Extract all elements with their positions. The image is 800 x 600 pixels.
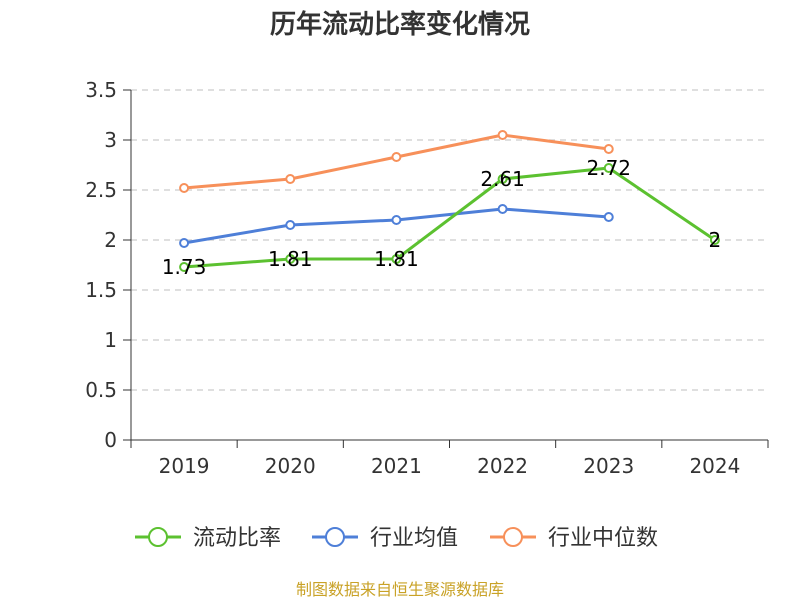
y-tick-label: 0 — [104, 428, 117, 452]
x-tick-label: 2021 — [371, 454, 422, 478]
data-point — [497, 204, 508, 214]
data-point — [179, 183, 190, 193]
data-point — [497, 174, 508, 184]
source-note: 制图数据来自恒生聚源数据库 — [296, 580, 504, 599]
series-line — [183, 166, 716, 269]
data-point — [391, 215, 402, 225]
x-tick-label: 2023 — [583, 454, 634, 478]
legend-marker — [325, 527, 345, 547]
legend-marker — [148, 527, 168, 547]
y-tick-label: 0.5 — [85, 378, 117, 402]
data-point — [603, 212, 614, 222]
data-point — [179, 262, 190, 272]
x-tick-label: 2024 — [689, 454, 740, 478]
y-tick-label: 3.5 — [85, 78, 117, 102]
chart-title: 历年流动比率变化情况 — [270, 9, 530, 40]
data-labels: 1.73 1.81 1.81 2.61 2.72 2 — [162, 156, 721, 279]
data-label: 2.72 — [586, 156, 631, 180]
data-point — [603, 163, 614, 173]
x-tick-label: 2019 — [159, 454, 210, 478]
y-tick-label: 1.5 — [85, 278, 117, 302]
x-axis-ticks: 2019 2020 2021 2022 2023 2024 — [159, 454, 741, 478]
data-point — [391, 254, 402, 264]
data-label: 1.73 — [162, 255, 207, 279]
data-point — [179, 238, 190, 248]
series-line — [183, 207, 609, 245]
y-tick-label: 3 — [104, 128, 117, 152]
data-point — [603, 144, 614, 154]
y-axis-ticks: 0 0.5 1 1.5 2 2.5 3 3.5 — [85, 78, 117, 452]
series-lines — [179, 130, 720, 272]
y-tick-label: 1 — [104, 328, 117, 352]
data-point — [391, 152, 402, 162]
legend-label[interactable]: 行业均值 — [370, 526, 458, 551]
data-point — [497, 130, 508, 140]
y-tick-label: 2.5 — [85, 178, 117, 202]
data-point — [285, 174, 296, 184]
x-tick-label: 2022 — [477, 454, 528, 478]
data-point — [285, 254, 296, 264]
legend-label[interactable]: 行业中位数 — [548, 526, 658, 551]
legend: 流动比率 行业均值 行业中位数 — [135, 526, 658, 551]
y-tick-label: 2 — [104, 228, 117, 252]
legend-marker — [503, 527, 523, 547]
grid-lines — [131, 89, 768, 391]
data-point — [285, 220, 296, 230]
data-label: 1.81 — [374, 247, 419, 271]
data-point — [709, 235, 720, 245]
data-label: 2.61 — [480, 167, 525, 191]
axes — [123, 89, 769, 448]
data-label: 2 — [709, 228, 722, 252]
data-label: 1.81 — [268, 247, 313, 271]
legend-label[interactable]: 流动比率 — [193, 526, 281, 551]
x-tick-label: 2020 — [265, 454, 316, 478]
